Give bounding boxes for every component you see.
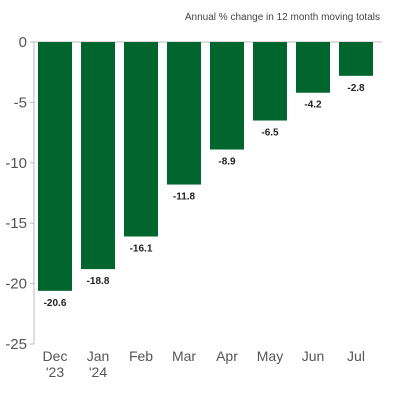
bar	[124, 42, 158, 237]
bar	[38, 42, 72, 291]
y-tick-label: 0	[19, 34, 27, 51]
data-label: -20.6	[44, 298, 67, 309]
bars	[38, 42, 373, 291]
x-tick-label: Jul	[347, 348, 365, 364]
x-tick-label: '24	[89, 364, 107, 380]
bar	[167, 42, 201, 185]
bar	[81, 42, 115, 270]
data-labels: -20.6 -18.8 -16.1 -11.8 -8.9 -6.5 -4.2 -2.8	[44, 83, 365, 309]
y-tick-label: -5	[14, 94, 27, 111]
x-tick-label: May	[257, 348, 283, 364]
y-tick-label: -20	[5, 276, 27, 293]
y-tick-label: -15	[5, 215, 27, 232]
x-tick-label: Feb	[129, 348, 153, 364]
y-tick-label: -10	[5, 155, 27, 172]
data-label: -4.2	[304, 100, 322, 111]
x-tick-label: Mar	[172, 348, 196, 364]
data-label: -6.5	[261, 128, 279, 139]
x-tick-label: Apr	[216, 348, 238, 364]
x-tick-label: Jun	[302, 348, 325, 364]
data-label: -2.8	[347, 83, 365, 94]
x-tick-label: Dec	[43, 348, 68, 364]
data-label: -18.8	[87, 276, 110, 287]
bar	[210, 42, 244, 150]
bar	[296, 42, 330, 93]
x-tick-label: Jan	[87, 348, 110, 364]
axes: 0 -5 -10 -15 -20 -25 Dec'23 Jan'24 Feb Mar Apr May J…	[5, 34, 382, 380]
bar	[339, 42, 373, 76]
data-label: -16.1	[130, 243, 153, 254]
y-tick-label: -25	[5, 336, 27, 353]
data-label: -8.9	[218, 157, 236, 168]
data-label: -11.8	[173, 192, 196, 203]
chart-subtitle: Annual % change in 12 month moving total…	[185, 12, 380, 23]
bar	[253, 42, 287, 121]
x-tick-label: '23	[46, 364, 64, 380]
